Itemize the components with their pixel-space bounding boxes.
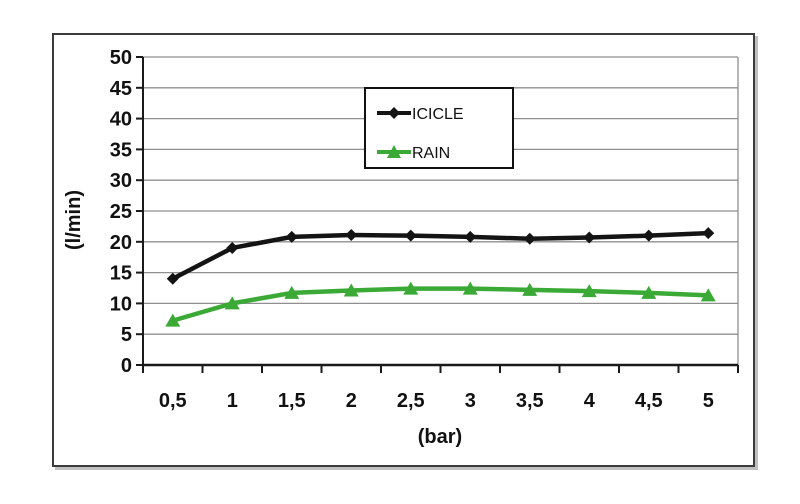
x-axis-tick-label: 0,5 bbox=[159, 390, 187, 412]
y-axis-tick-label: 20 bbox=[110, 232, 132, 254]
x-axis-tick-label: 3,5 bbox=[516, 390, 544, 412]
x-axis-tick-label: 4 bbox=[584, 390, 596, 412]
y-axis-tick-label: 15 bbox=[110, 263, 132, 285]
rain-marker-triangle bbox=[165, 313, 181, 327]
rain-marker-triangle bbox=[224, 296, 240, 310]
rain-line bbox=[170, 286, 711, 323]
legend-label-icicle: ICICLE bbox=[412, 106, 464, 123]
rain-marker-triangle bbox=[462, 281, 478, 295]
legend-triangle-icon bbox=[387, 145, 401, 158]
y-axis-tick-label: 50 bbox=[110, 47, 132, 69]
rain-marker-triangle bbox=[700, 288, 716, 302]
icicle-marker-diamond bbox=[702, 227, 715, 240]
y-axis-tick-label: 0 bbox=[121, 355, 132, 377]
rain-marker-triangle bbox=[641, 285, 657, 299]
icicle-marker-diamond bbox=[345, 229, 358, 242]
rain-marker-triangle bbox=[343, 283, 359, 297]
y-axis-tick-label: 10 bbox=[110, 293, 132, 315]
icicle-marker-diamond bbox=[464, 230, 477, 243]
x-axis-tick-label: 2 bbox=[346, 390, 357, 412]
rain-marker-triangle bbox=[403, 281, 419, 295]
y-axis-tick-label: 25 bbox=[110, 201, 132, 223]
y-axis-tick-label: 40 bbox=[110, 109, 132, 131]
x-axis-tick-label: 1,5 bbox=[278, 390, 306, 412]
x-axis-title: (bar) bbox=[418, 426, 462, 448]
rain-marker-triangle bbox=[284, 285, 300, 299]
legend-entry-icicle: ICICLE bbox=[377, 106, 464, 123]
icicle-line bbox=[170, 230, 711, 282]
rain-marker-triangle bbox=[581, 284, 597, 298]
y-axis-tick-label: 5 bbox=[121, 324, 132, 346]
legend-label-rain: RAIN bbox=[412, 145, 450, 162]
icicle-marker-diamond bbox=[523, 232, 536, 245]
legend: ICICLE RAIN bbox=[364, 87, 514, 169]
icicle-marker-diamond bbox=[226, 241, 239, 254]
icicle-marker-diamond bbox=[285, 230, 298, 243]
chart-plot-area: 0 5 10 15 20 25 30 35 40 45 50 0,5 1 1,5 2 2,5 3 3,5 4 4,5 5 bbox=[110, 47, 739, 412]
icicle-marker-diamond bbox=[166, 272, 179, 285]
y-axis-tick-label: 30 bbox=[110, 170, 132, 192]
x-axis-tick-label: 3 bbox=[465, 390, 476, 412]
legend-diamond-icon bbox=[388, 107, 400, 119]
icicle-marker-diamond bbox=[642, 229, 655, 242]
icicle-marker-diamond bbox=[404, 229, 417, 242]
legend-entry-rain: RAIN bbox=[377, 145, 450, 162]
rain-marker-triangle bbox=[522, 282, 538, 296]
x-axis-tick-label: 2,5 bbox=[397, 390, 425, 412]
x-axis-tick-label: 4,5 bbox=[635, 390, 663, 412]
y-axis-tick-label: 35 bbox=[110, 139, 132, 161]
icicle-marker-diamond bbox=[583, 231, 596, 244]
x-axis-tick-label: 5 bbox=[703, 390, 714, 412]
x-axis-tick-label: 1 bbox=[227, 390, 238, 412]
y-axis-tick-label: 45 bbox=[110, 78, 132, 100]
y-axis-title: (l/min) bbox=[63, 190, 85, 250]
